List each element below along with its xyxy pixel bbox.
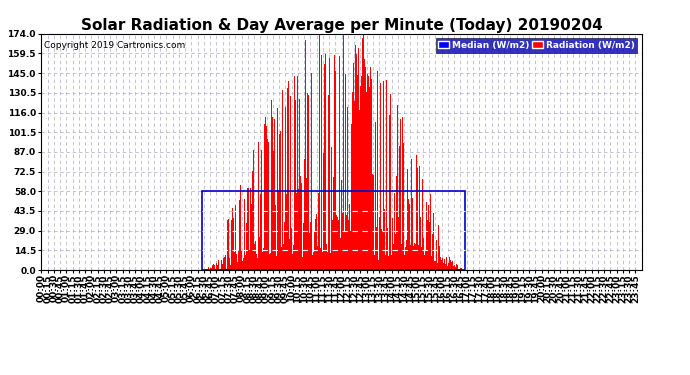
- Title: Solar Radiation & Day Average per Minute (Today) 20190204: Solar Radiation & Day Average per Minute…: [81, 18, 602, 33]
- Bar: [202, 191, 464, 270]
- Legend: Median (W/m2), Radiation (W/m2): Median (W/m2), Radiation (W/m2): [435, 38, 637, 53]
- Text: Copyright 2019 Cartronics.com: Copyright 2019 Cartronics.com: [44, 41, 186, 50]
